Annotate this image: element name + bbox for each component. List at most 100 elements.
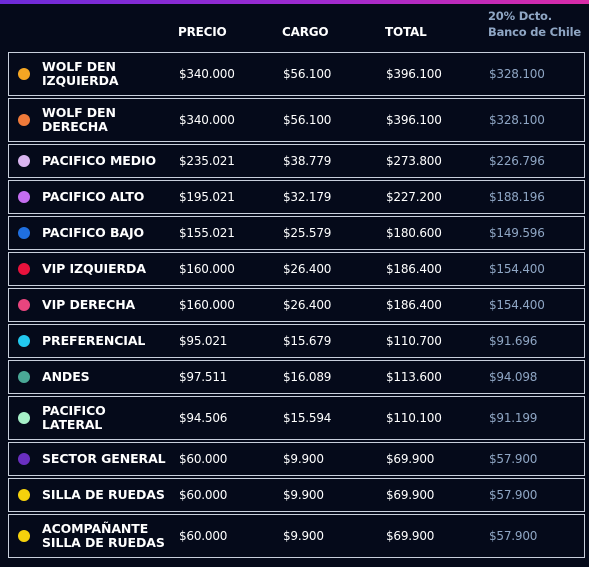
section-name-line1: PREFERENCIAL xyxy=(42,333,146,348)
table-row: ACOMPAÑANTE SILLA DE RUEDAS $60.000 $9.900 $… xyxy=(8,514,585,558)
section-name-line1: PACIFICO xyxy=(42,403,106,418)
section-name: VIP IZQUIERDA xyxy=(42,262,172,276)
section-name: PACIFICO MEDIO xyxy=(42,154,172,168)
table-row: PACIFICO BAJO $155.021 $25.579 $180.600 $149… xyxy=(8,216,585,250)
section-name: PACIFICO LATERAL xyxy=(42,404,172,432)
header-cargo: CARGO xyxy=(282,25,329,39)
discount-price-cell: $57.900 xyxy=(489,488,538,502)
total-cell: $227.200 xyxy=(386,190,442,204)
fee-cell: $16.089 xyxy=(283,370,332,384)
price-cell: $340.000 xyxy=(179,67,235,81)
section-color-dot-icon xyxy=(18,412,30,424)
fee-cell: $9.900 xyxy=(283,488,324,502)
total-cell: $396.100 xyxy=(386,113,442,127)
fee-cell: $15.594 xyxy=(283,411,332,425)
fee-cell: $9.900 xyxy=(283,452,324,466)
section-name-line1: PACIFICO MEDIO xyxy=(42,153,157,168)
price-cell: $95.021 xyxy=(179,334,228,348)
total-cell: $69.900 xyxy=(386,529,435,543)
header-discount: 20% Dcto. Banco de Chile xyxy=(488,8,588,40)
total-cell: $69.900 xyxy=(386,488,435,502)
discount-price-cell: $188.196 xyxy=(489,190,545,204)
section-name: PACIFICO ALTO xyxy=(42,190,172,204)
fee-cell: $9.900 xyxy=(283,529,324,543)
section-name-line1: VIP DERECHA xyxy=(42,297,136,312)
table-row: VIP DERECHA $160.000 $26.400 $186.400 $154.4… xyxy=(8,288,585,322)
header-discount-line1: 20% Dcto. xyxy=(488,9,552,23)
section-name-line2: SILLA DE RUEDAS xyxy=(42,535,165,550)
discount-price-cell: $91.696 xyxy=(489,334,538,348)
total-cell: $110.100 xyxy=(386,411,442,425)
fee-cell: $15.679 xyxy=(283,334,332,348)
section-name: WOLF DEN IZQUIERDA xyxy=(42,60,172,88)
table-row: VIP IZQUIERDA $160.000 $26.400 $186.400 $154… xyxy=(8,252,585,286)
total-cell: $180.600 xyxy=(386,226,442,240)
section-color-dot-icon xyxy=(18,453,30,465)
section-name-line1: ACOMPAÑANTE xyxy=(42,521,149,536)
section-color-dot-icon xyxy=(18,68,30,80)
price-cell: $60.000 xyxy=(179,488,228,502)
section-name: ANDES xyxy=(42,370,172,384)
section-name: VIP DERECHA xyxy=(42,298,172,312)
header-precio: PRECIO xyxy=(178,25,227,39)
table-row: ANDES $97.511 $16.089 $113.600 $94.098 xyxy=(8,360,585,394)
section-color-dot-icon xyxy=(18,530,30,542)
section-color-dot-icon xyxy=(18,114,30,126)
section-name-line1: WOLF DEN xyxy=(42,59,116,74)
section-name-line1: WOLF DEN xyxy=(42,105,116,120)
section-color-dot-icon xyxy=(18,335,30,347)
total-cell: $273.800 xyxy=(386,154,442,168)
section-name-line1: PACIFICO ALTO xyxy=(42,189,145,204)
discount-price-cell: $149.596 xyxy=(489,226,545,240)
fee-cell: $32.179 xyxy=(283,190,332,204)
section-name-line1: ANDES xyxy=(42,369,90,384)
discount-price-cell: $57.900 xyxy=(489,529,538,543)
discount-price-cell: $91.199 xyxy=(489,411,538,425)
top-accent-bar xyxy=(0,0,589,4)
fee-cell: $26.400 xyxy=(283,298,332,312)
section-name: PACIFICO BAJO xyxy=(42,226,172,240)
discount-price-cell: $57.900 xyxy=(489,452,538,466)
section-name-line1: PACIFICO BAJO xyxy=(42,225,145,240)
section-color-dot-icon xyxy=(18,227,30,239)
total-cell: $186.400 xyxy=(386,262,442,276)
section-name: SILLA DE RUEDAS xyxy=(42,488,172,502)
table-row: SILLA DE RUEDAS $60.000 $9.900 $69.900 $57.9… xyxy=(8,478,585,512)
price-cell: $160.000 xyxy=(179,298,235,312)
price-cell: $60.000 xyxy=(179,452,228,466)
section-color-dot-icon xyxy=(18,489,30,501)
total-cell: $110.700 xyxy=(386,334,442,348)
section-name-line1: SECTOR GENERAL xyxy=(42,451,166,466)
discount-price-cell: $94.098 xyxy=(489,370,538,384)
total-cell: $113.600 xyxy=(386,370,442,384)
table-row: PACIFICO ALTO $195.021 $32.179 $227.200 $188… xyxy=(8,180,585,214)
section-color-dot-icon xyxy=(18,263,30,275)
section-name-line2: IZQUIERDA xyxy=(42,73,119,88)
section-color-dot-icon xyxy=(18,371,30,383)
price-cell: $94.506 xyxy=(179,411,228,425)
discount-price-cell: $154.400 xyxy=(489,262,545,276)
section-name-line1: VIP IZQUIERDA xyxy=(42,261,146,276)
table-header: PRECIO CARGO TOTAL 20% Dcto. Banco de Ch… xyxy=(0,8,589,52)
section-name: ACOMPAÑANTE SILLA DE RUEDAS xyxy=(42,522,172,550)
total-cell: $396.100 xyxy=(386,67,442,81)
table-row: WOLF DEN DERECHA $340.000 $56.100 $396.100 $3… xyxy=(8,98,585,142)
price-cell: $155.021 xyxy=(179,226,235,240)
fee-cell: $38.779 xyxy=(283,154,332,168)
header-total: TOTAL xyxy=(385,25,427,39)
table-row: WOLF DEN IZQUIERDA $340.000 $56.100 $396.100… xyxy=(8,52,585,96)
section-name-line2: DERECHA xyxy=(42,119,108,134)
fee-cell: $26.400 xyxy=(283,262,332,276)
price-cell: $195.021 xyxy=(179,190,235,204)
total-cell: $69.900 xyxy=(386,452,435,466)
discount-price-cell: $328.100 xyxy=(489,67,545,81)
price-table: WOLF DEN IZQUIERDA $340.000 $56.100 $396.100… xyxy=(8,52,585,560)
price-cell: $340.000 xyxy=(179,113,235,127)
price-cell: $160.000 xyxy=(179,262,235,276)
total-cell: $186.400 xyxy=(386,298,442,312)
section-color-dot-icon xyxy=(18,191,30,203)
section-name: PREFERENCIAL xyxy=(42,334,172,348)
discount-price-cell: $226.796 xyxy=(489,154,545,168)
fee-cell: $56.100 xyxy=(283,113,332,127)
fee-cell: $56.100 xyxy=(283,67,332,81)
